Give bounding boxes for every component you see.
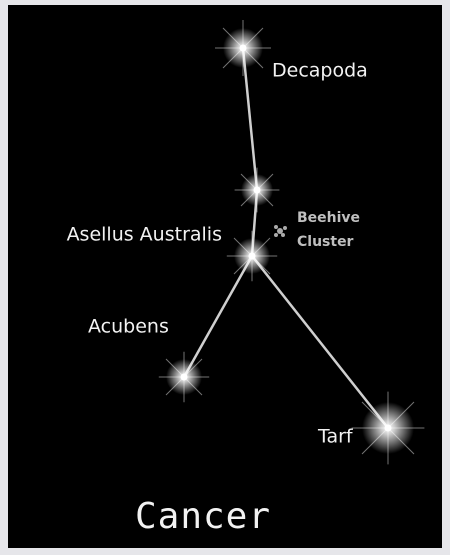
star	[181, 374, 188, 381]
cluster-label: Beehive	[297, 210, 360, 226]
star	[249, 253, 256, 260]
star	[385, 425, 392, 432]
star	[240, 45, 247, 52]
star-label: Tarf	[317, 426, 354, 448]
star	[254, 187, 261, 194]
cluster-dot	[277, 228, 283, 234]
star-label: Acubens	[88, 316, 169, 338]
cluster-dot	[281, 233, 285, 237]
sky	[8, 5, 442, 548]
page: Decapoda Asellus Australis Acubens Tarf …	[0, 0, 450, 555]
star-label: Decapoda	[272, 60, 368, 82]
cluster-dot	[274, 225, 278, 229]
title: Cancer	[135, 496, 271, 537]
cluster-dot	[274, 233, 278, 237]
cluster-dot	[283, 226, 287, 230]
star-label: Asellus Australis	[67, 224, 222, 246]
cluster-label: Cluster	[297, 234, 354, 250]
